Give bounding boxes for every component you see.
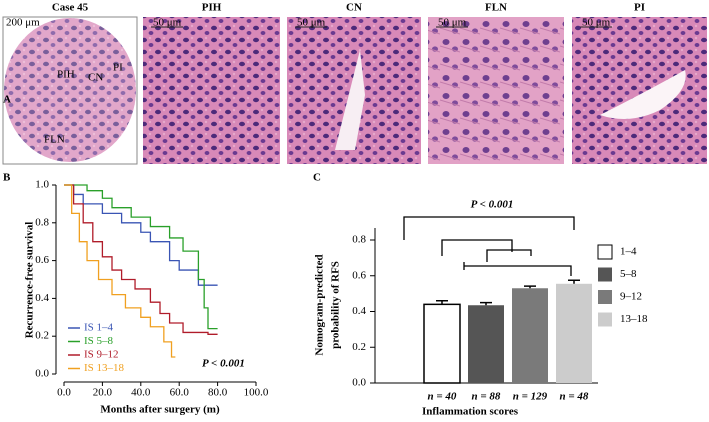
panel-label: B [3,172,11,184]
legend-label: IS 5–8 [84,335,114,347]
legend-label: 9–12 [620,291,642,303]
image-title: PI [634,2,645,14]
error-bar [568,279,580,284]
y-tick-label: 0.6 [352,269,366,281]
image [428,17,564,164]
y-tick-label: 0.2 [352,341,366,353]
scale-label: 50 μm [153,17,182,29]
survival-curve [64,184,218,330]
legend-swatch [597,244,613,260]
y-tick-label: 0.8 [352,234,366,246]
y-tick-label: 0.6 [35,254,49,266]
n-label: n = 48 [560,391,589,403]
image [143,17,280,164]
scale-label: 50 μm [297,17,326,29]
bracket-lines [403,216,575,276]
n-label: n = 40 [428,391,457,403]
legend-swatch [598,267,612,282]
y-axis-label: Nomogram-predicted [314,254,326,355]
legend-label: 1–4 [620,246,637,258]
image [572,17,707,164]
y-tick-label: 0.4 [35,292,49,304]
legend-label: 13–18 [620,313,648,325]
legend-swatch [598,290,612,304]
scale-label: 50 μm [438,17,467,29]
n-label: n = 88 [472,391,501,403]
panel-label: A [3,94,11,106]
legend-swatch [598,312,612,327]
x-tick-label: 0.0 [57,387,71,399]
x-axis-label: Months after surgery (m) [100,404,220,416]
scale-label: 50 μm [582,17,611,29]
scale-label: 200 μm [6,17,40,29]
histology-images [2,16,707,165]
y-tick-label: 0.0 [352,377,366,389]
error-bar [436,300,448,305]
panel-label: C [313,172,321,184]
region-label: PIH [57,69,75,81]
x-tick-label: 40.0 [131,387,151,399]
bar [556,283,592,383]
x-tick-label: 20.0 [93,387,113,399]
survival-curve [64,184,218,335]
annotation: P < 0.001 [471,199,514,211]
legend-label: IS 9–12 [84,349,119,361]
error-bar [524,285,536,289]
bar [512,288,548,383]
x-tick-label: 60.0 [170,387,190,399]
n-label: n = 129 [513,391,548,403]
tissue-core [4,18,136,162]
vessel [600,70,686,119]
x-tick-label: 100.0 [244,387,269,399]
legend-label: IS 1–4 [84,322,114,334]
bar [423,303,461,384]
x-tick-label: 80.0 [208,387,228,399]
error-bar [480,301,492,306]
annotation: P < 0.001 [202,358,245,370]
legend-label: 5–8 [620,268,637,280]
image-title: FLN [485,2,507,14]
region-label: PI [113,62,123,74]
survival-curve [64,184,218,286]
y-tick-label: 0.8 [35,216,49,228]
image-title: Case 45 [52,2,89,14]
region-label: FLN [44,134,65,146]
y-tick-label: 1.0 [35,179,49,191]
vessel [335,50,365,150]
legend-label: IS 13–18 [84,362,125,374]
y-axis-label: Recurrence-free survival [24,222,36,339]
region-label: CN [88,72,103,84]
survival-curve [64,184,176,358]
y-tick-label: 0.2 [35,330,49,342]
bar [468,305,504,383]
image-title: PIH [202,2,222,14]
x-axis-label: Inflammation scores [422,406,519,418]
y-tick-label: 0.0 [35,368,49,380]
y-tick-label: 0.4 [352,305,366,317]
image-title: CN [346,2,362,14]
y-axis-label: probability of RFS [330,261,342,349]
